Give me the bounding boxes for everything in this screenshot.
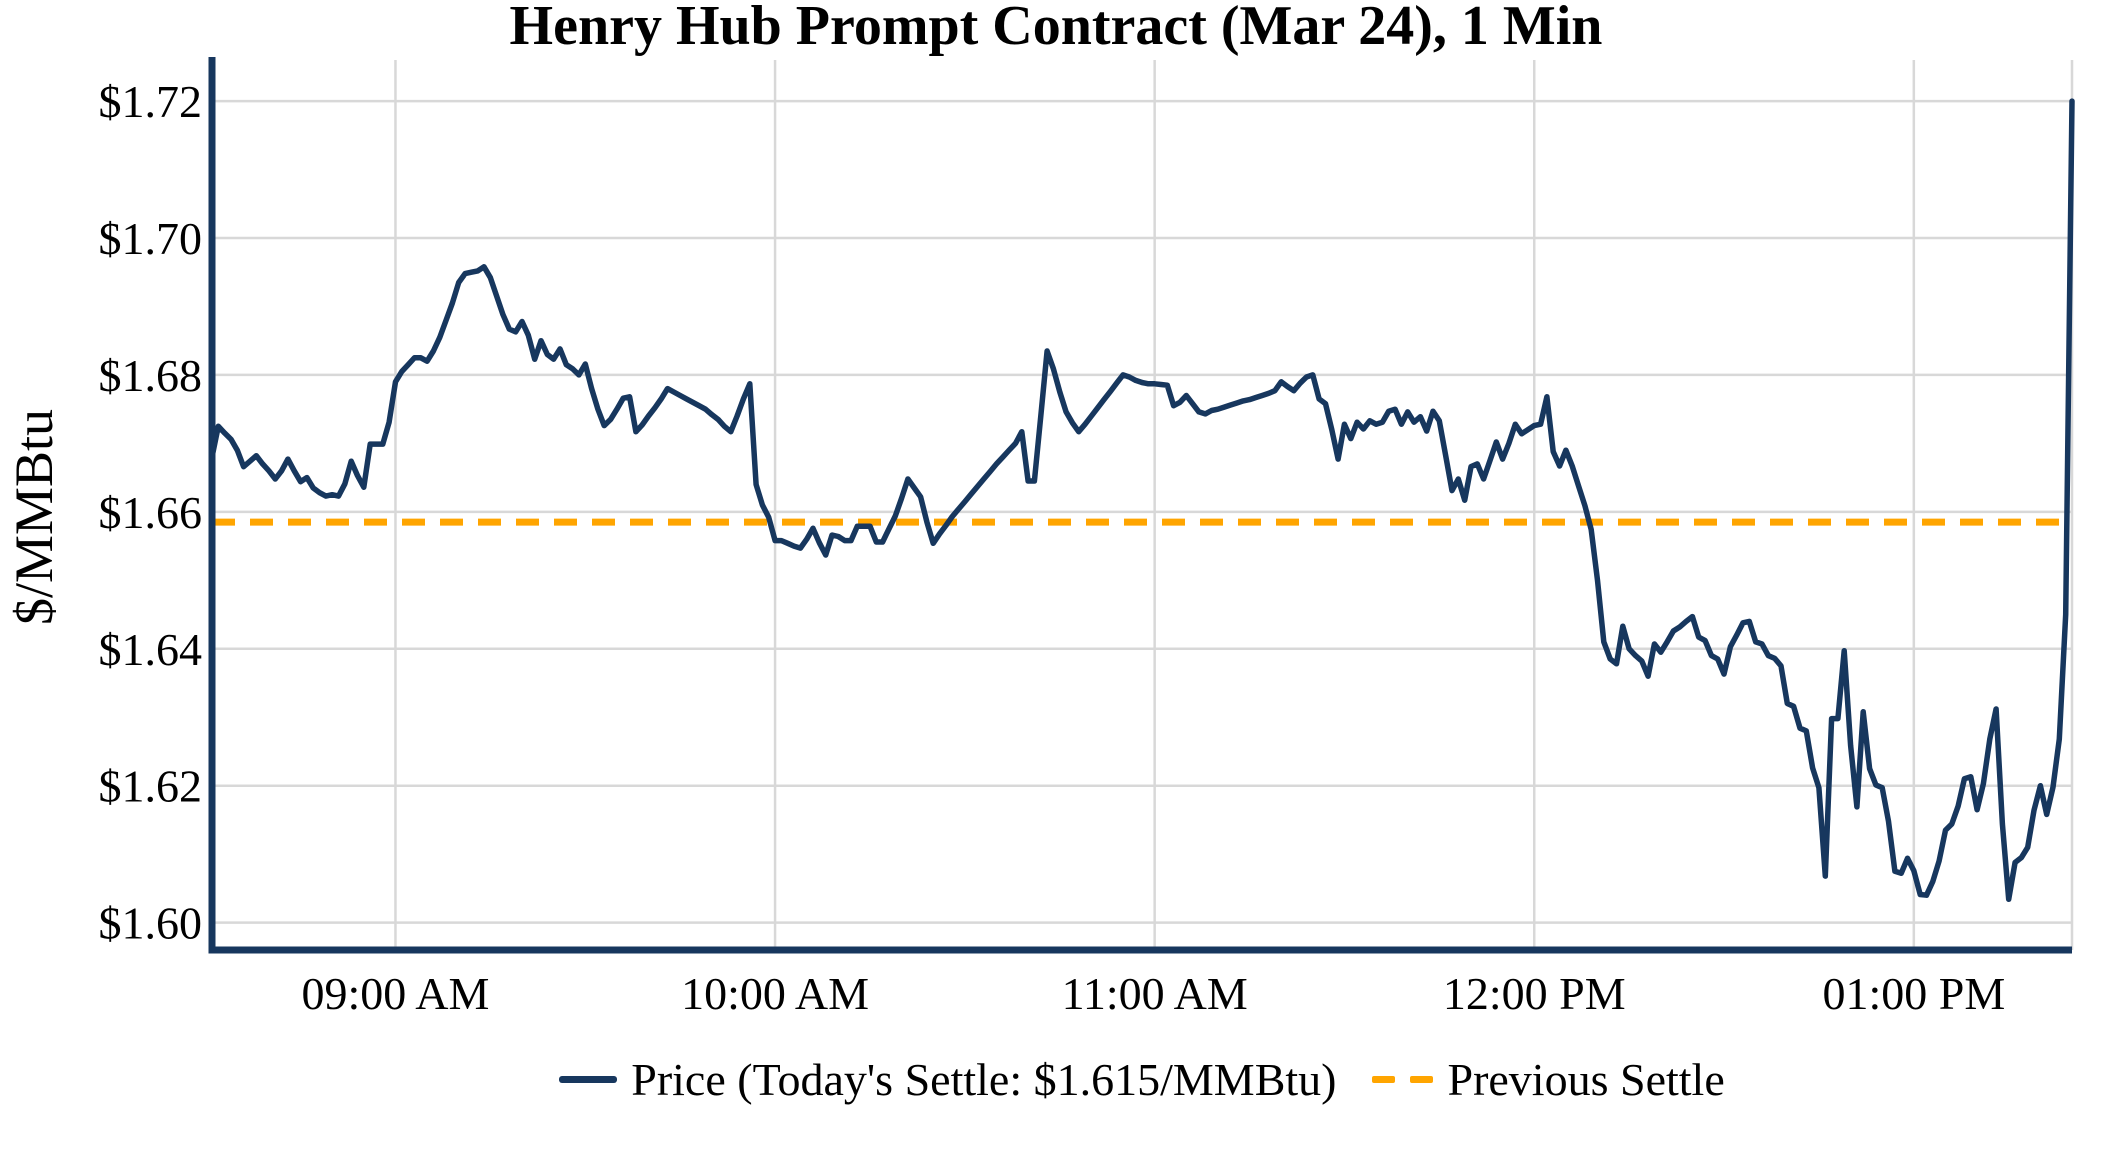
- price-legend-label: Price (Today's Settle: $1.615/MMBtu): [631, 1053, 1337, 1105]
- y-tick-label: $1.62: [99, 761, 203, 812]
- y-tick-label: $1.64: [99, 624, 203, 675]
- previous-settle-swatch: [1372, 1075, 1434, 1083]
- y-tick-label: $1.70: [99, 213, 203, 264]
- y-tick-label: $1.60: [99, 898, 203, 949]
- chart-title: Henry Hub Prompt Contract (Mar 24), 1 Mi…: [509, 0, 1603, 57]
- x-tick-label: 01:00 PM: [1822, 968, 2005, 1019]
- previous-settle-legend-label: Previous Settle: [1447, 1053, 1725, 1105]
- x-tick-label: 11:00 AM: [1062, 968, 1248, 1019]
- x-tick-label: 10:00 AM: [681, 968, 869, 1019]
- legend: Price (Today's Settle: $1.615/MMBtu) Pre…: [212, 1046, 2072, 1112]
- price-line: [209, 98, 2075, 903]
- y-axis-title: $/MMBtu: [4, 408, 64, 626]
- y-tick-label: $1.72: [99, 76, 203, 127]
- x-tick-label: 12:00 PM: [1443, 968, 1626, 1019]
- y-tick-label: $1.66: [99, 487, 203, 538]
- price-line-swatch: [559, 1075, 618, 1083]
- y-tick-label: $1.68: [99, 350, 203, 401]
- x-tick-label: 09:00 AM: [302, 968, 490, 1019]
